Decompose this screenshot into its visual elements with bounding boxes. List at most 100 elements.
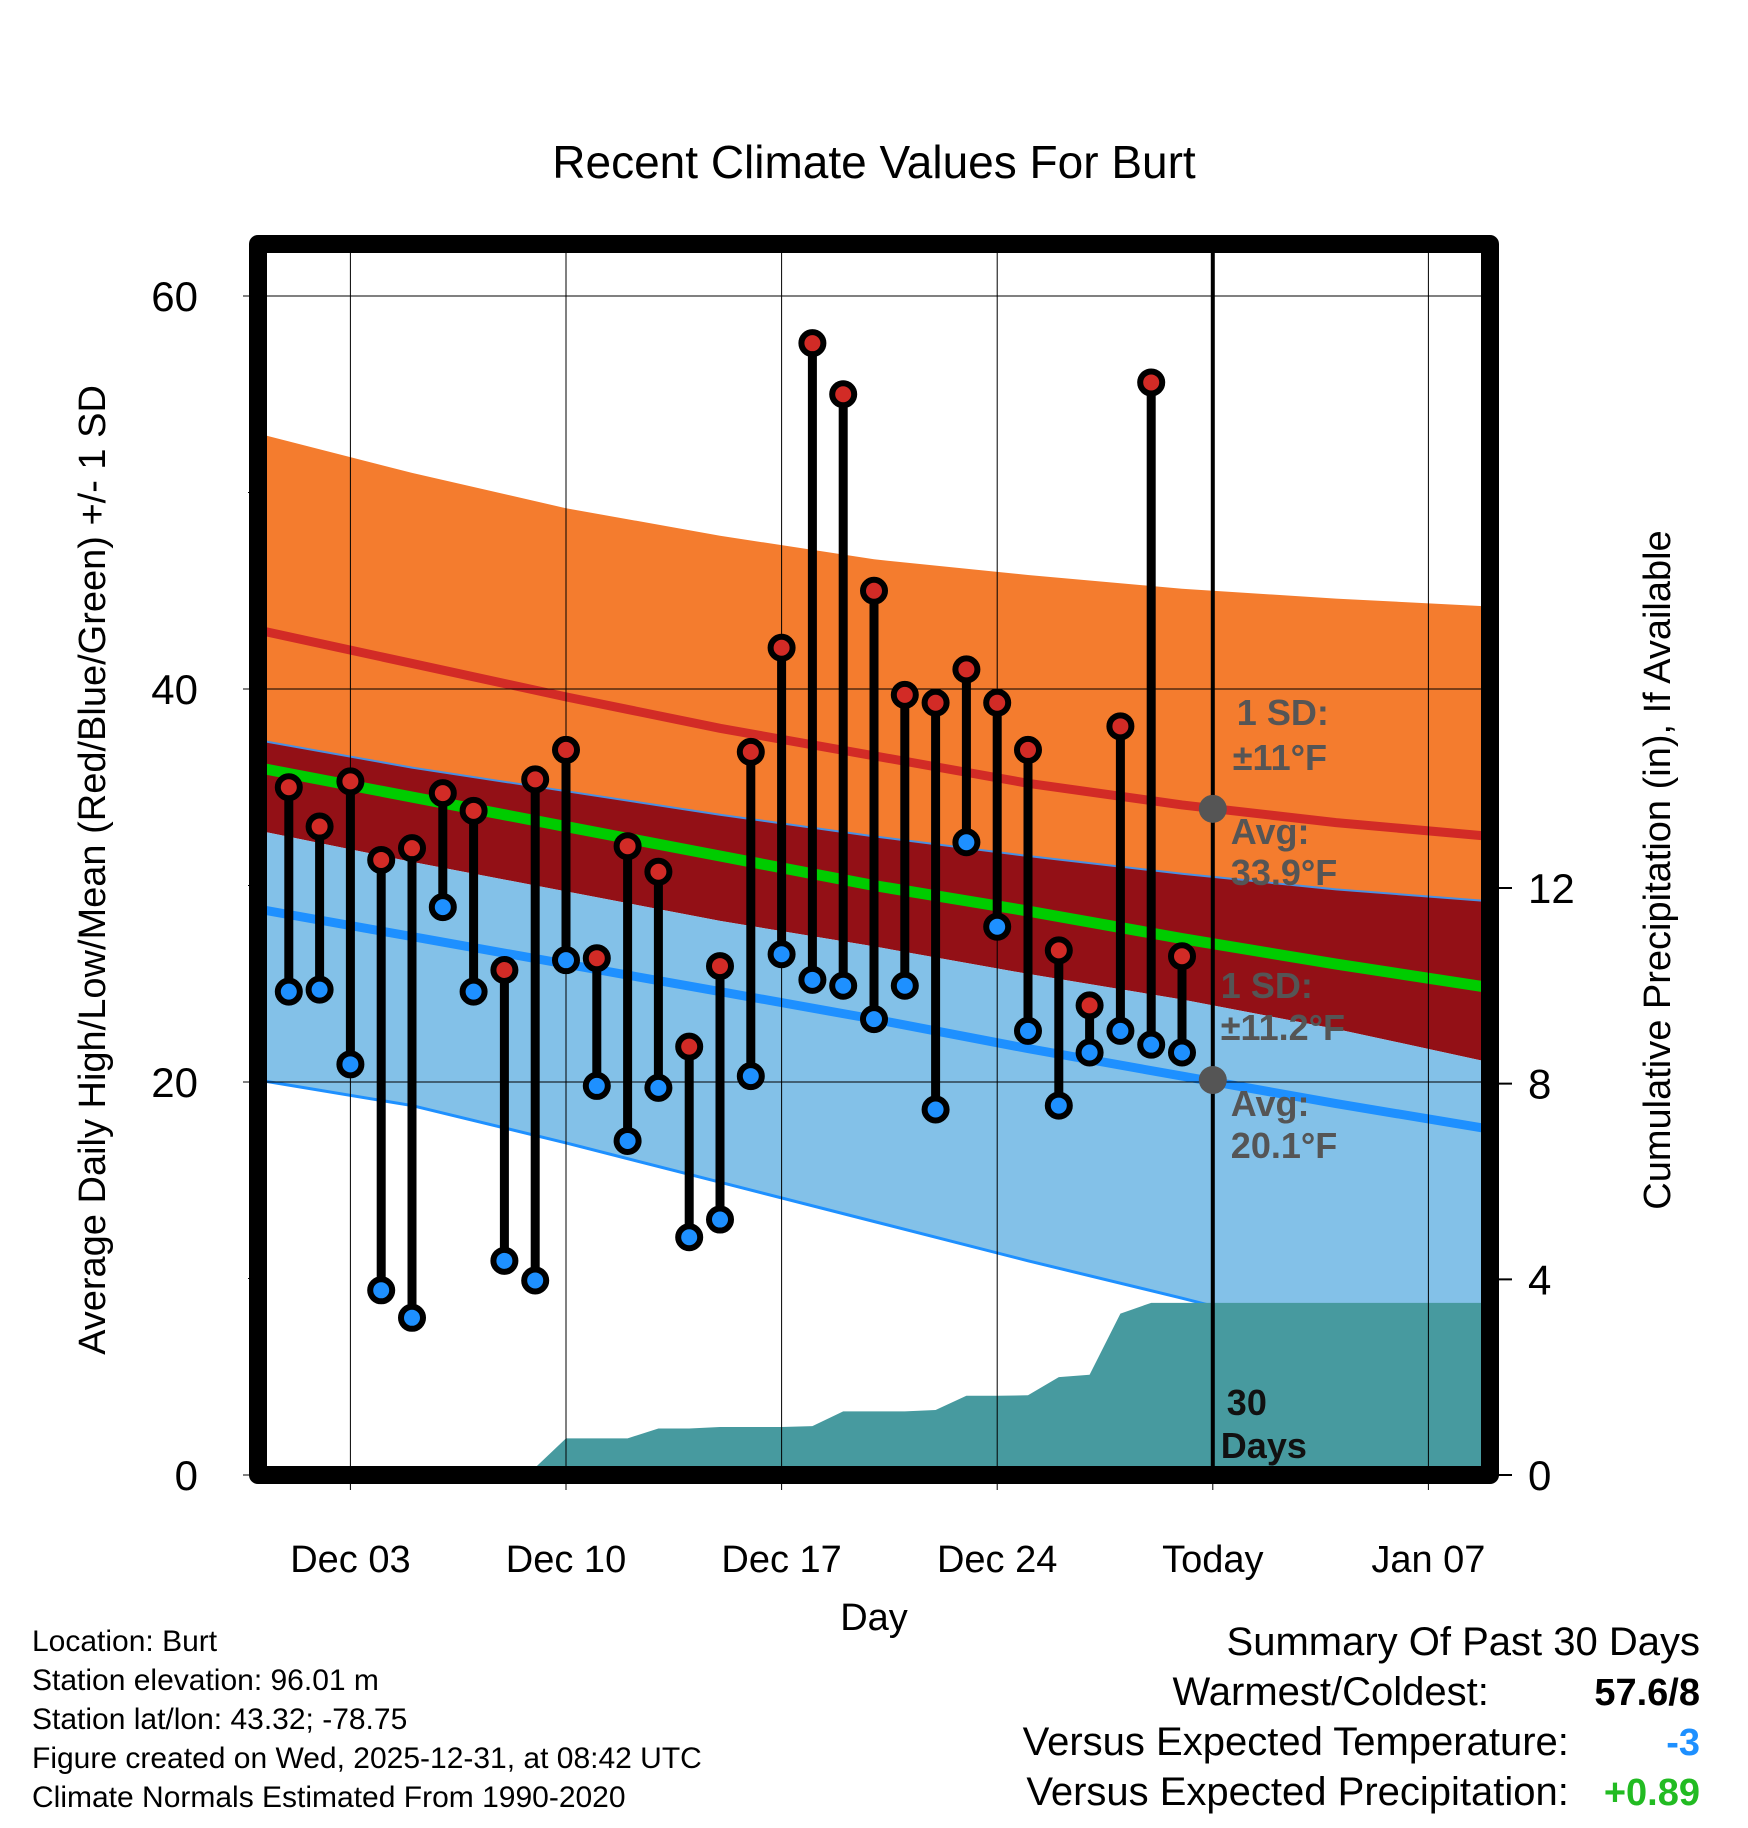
y-tick-label-right: 8 [1528, 1061, 1551, 1108]
daily-high-point [890, 680, 919, 709]
daily-low-point [644, 1073, 673, 1102]
low-avg-value: 20.1°F [1231, 1125, 1337, 1166]
plot-frame [249, 235, 1499, 1484]
daily-high-point [644, 857, 673, 886]
daily-high-point [798, 329, 827, 358]
daily-high-point [1168, 942, 1196, 971]
daily-high-point [459, 796, 488, 825]
daily-low-point [1075, 1038, 1104, 1067]
daily-high-point [490, 955, 519, 984]
daily-high-point [860, 576, 888, 605]
temp-value: -3 [1666, 1722, 1700, 1764]
y-tick-label-left: 60 [151, 273, 198, 320]
summary-warmest-coldest: Warmest/Coldest: 57.6/8 [1023, 1668, 1701, 1718]
daily-high-point [1075, 991, 1104, 1020]
daily-high-point [952, 655, 981, 684]
daily-low-point [521, 1266, 550, 1295]
chart-title: Recent Climate Values For Burt [552, 136, 1196, 188]
daily-high-point [921, 688, 950, 717]
precip-label: Versus Expected Precipitation: [1026, 1770, 1569, 1814]
low-sd-title: 1 SD: [1221, 965, 1313, 1006]
daily-high-point [983, 688, 1012, 717]
summary-title: Summary Of Past 30 Days [1226, 1620, 1700, 1664]
y-tick-label-right: 4 [1528, 1256, 1551, 1303]
daily-high-point [1044, 936, 1073, 965]
summary-precipitation: Versus Expected Precipitation: +0.89 [1023, 1768, 1700, 1818]
low-avg-title: Avg: [1231, 1083, 1310, 1124]
latlon-text: Station lat/lon: 43.32; -78.75 [32, 1703, 408, 1736]
x-tick-label: Dec 24 [937, 1539, 1057, 1581]
daily-high-point [829, 380, 858, 409]
daily-high-point [521, 765, 550, 794]
daily-low-point [736, 1062, 765, 1091]
y-tick-label-left: 40 [151, 666, 198, 713]
days-label-text: Days [1221, 1425, 1307, 1466]
daily-low-point [398, 1303, 426, 1332]
high-sd-value: ±11°F [1233, 737, 1327, 778]
daily-high-point [1137, 368, 1166, 397]
daily-low-point [305, 975, 334, 1004]
temp-label: Versus Expected Temperature: [1022, 1720, 1569, 1764]
daily-low-point [952, 828, 981, 857]
y-tick-label-right: 0 [1528, 1452, 1551, 1499]
daily-low-point [459, 977, 488, 1006]
daily-low-point [1044, 1091, 1073, 1120]
daily-low-point [336, 1050, 365, 1079]
days-label-number: 30 [1227, 1382, 1267, 1423]
summary-panel: Summary Of Past 30 Days Warmest/Coldest:… [1023, 1618, 1700, 1818]
daily-low-point [1106, 1016, 1135, 1045]
daily-low-point [798, 965, 827, 994]
location-text: Location: Burt [32, 1625, 218, 1658]
x-tick-label: Today [1162, 1539, 1263, 1581]
y-tick-label-left: 0 [175, 1452, 198, 1499]
daily-high-point [428, 779, 457, 808]
daily-low-point [983, 912, 1012, 941]
daily-low-point [860, 1005, 888, 1034]
daily-high-point [582, 944, 611, 973]
precip-value: +0.89 [1603, 1772, 1700, 1814]
high-avg-title: Avg: [1231, 811, 1310, 852]
daily-high-point [1106, 712, 1135, 741]
daily-high-point [367, 845, 396, 874]
daily-low-point [613, 1126, 642, 1155]
y-axis-label-left: Average Daily High/Low/Mean (Red/Blue/Gr… [72, 385, 114, 1355]
normals-text: Climate Normals Estimated From 1990-2020 [32, 1781, 626, 1814]
daily-low-point [921, 1095, 950, 1124]
y-tick-label-right: 12 [1528, 865, 1575, 912]
x-tick-label: Jan 07 [1371, 1539, 1485, 1581]
daily-low-point [274, 977, 303, 1006]
daily-low-point [890, 971, 919, 1000]
high-avg-point [1198, 794, 1227, 823]
daily-low-point [367, 1276, 396, 1305]
daily-low-point [1137, 1030, 1166, 1059]
daily-high-point [767, 633, 796, 662]
warmest-coldest-value: 57.6/8 [1594, 1672, 1700, 1714]
elevation-text: Station elevation: 96.01 m [32, 1664, 379, 1697]
daily-low-point [675, 1223, 704, 1252]
daily-low-point [582, 1071, 611, 1100]
station-info: Location: Burt Station elevation: 96.01 … [32, 1622, 702, 1817]
x-axis-label: Day [840, 1597, 908, 1639]
warmest-coldest-label: Warmest/Coldest: [1172, 1670, 1489, 1714]
daily-high-point [613, 832, 642, 861]
daily-high-point [706, 952, 734, 981]
y-axis-label-right: Cumulative Precipitation (in), If Availa… [1637, 530, 1679, 1209]
daily-high-point [305, 812, 334, 841]
daily-high-point [336, 767, 365, 796]
high-avg-value: 33.9°F [1231, 852, 1337, 893]
daily-high-point [274, 773, 303, 802]
daily-low-point [490, 1246, 519, 1275]
daily-high-point [675, 1032, 704, 1061]
daily-low-point [1014, 1016, 1042, 1045]
summary-temperature: Versus Expected Temperature: -3 [1023, 1718, 1700, 1768]
high-sd-title: 1 SD: [1237, 692, 1329, 733]
daily-low-point [706, 1205, 734, 1234]
daily-low-point [767, 940, 796, 969]
created-text: Figure created on Wed, 2025-12-31, at 08… [32, 1742, 702, 1775]
daily-low-point [428, 893, 457, 922]
daily-high-point [1014, 735, 1042, 764]
daily-high-point [736, 737, 765, 766]
daily-high-point [552, 735, 580, 764]
daily-low-point [552, 946, 580, 975]
